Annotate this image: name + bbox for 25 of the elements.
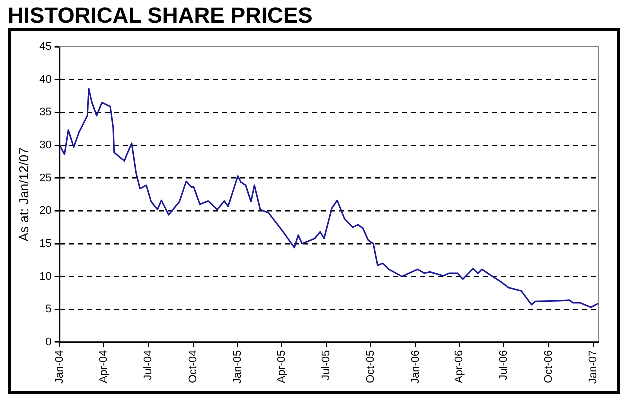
x-tick-label: Jan-05	[232, 350, 244, 384]
y-tick-label: 30	[40, 139, 52, 152]
x-tick-label: Jul-05	[320, 350, 332, 380]
x-tick-label: Oct-04	[187, 350, 200, 384]
y-tick-label: 0	[46, 336, 52, 348]
y-tick-label: 5	[46, 304, 52, 316]
y-tick-label: 40	[40, 74, 52, 86]
y-tick-label: 20	[40, 205, 52, 218]
y-tick-label: 25	[40, 172, 52, 184]
x-tick-label: Jan-07	[588, 350, 600, 384]
y-tick-label: 15	[40, 238, 52, 250]
y-tick-label: 45	[40, 41, 52, 54]
x-tick-label: Jul-06	[498, 350, 510, 380]
y-tick-label: 35	[40, 106, 52, 119]
y-axis-title: As at: Jan/12/07	[16, 148, 32, 242]
y-tick-label: 10	[40, 270, 52, 283]
x-tick-label: Jan-06	[410, 350, 422, 384]
x-tick-label: Oct-05	[365, 350, 378, 384]
x-tick-label: Apr-05	[276, 350, 288, 384]
x-tick-label: Oct-06	[542, 350, 555, 384]
x-tick-label: Apr-06	[454, 350, 466, 384]
chart-title: HISTORICAL SHARE PRICES	[8, 3, 314, 28]
x-tick-label: Jul-04	[142, 350, 155, 380]
x-tick-label: Jan-04	[54, 350, 66, 384]
x-tick-label: Apr-04	[98, 350, 110, 384]
